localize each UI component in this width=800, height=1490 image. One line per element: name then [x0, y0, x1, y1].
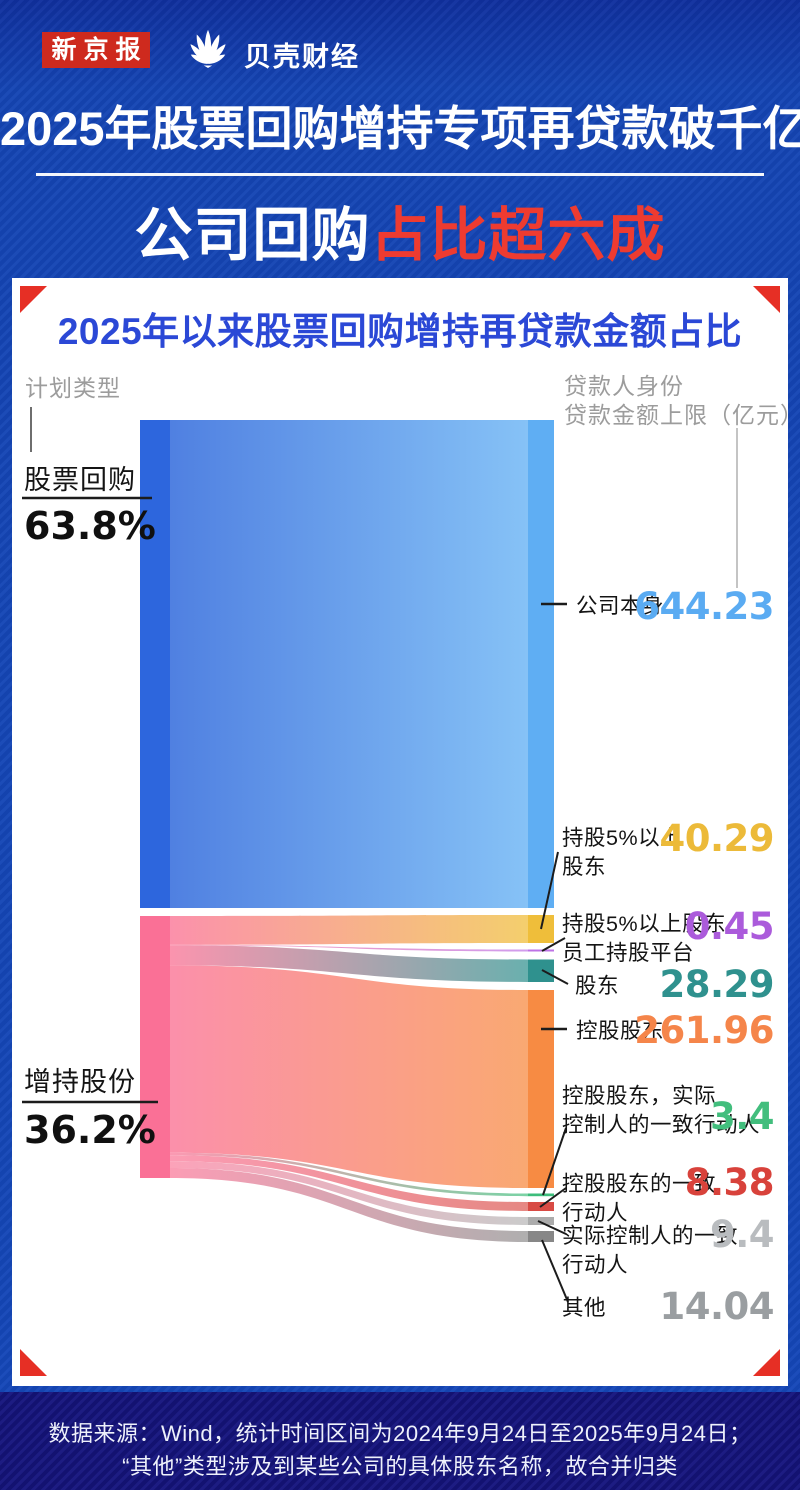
- poster-title: 2025年股票回购增持专项再贷款破千亿: [0, 102, 800, 155]
- chart-title: 2025年以来股票回购增持再贷款金额占比: [57, 311, 743, 352]
- subtitle-white-part: 公司回购: [134, 203, 371, 268]
- target-label-esop-platform: 持股5%以上股东 员工持股平台: [562, 910, 726, 968]
- right-axis-header-line2: 贷款金额上限（亿元）: [564, 402, 800, 428]
- title-divider: [36, 173, 764, 176]
- target-label-concerted-of-actual: 实际控制人的一致 行动人: [562, 1222, 738, 1280]
- value-concerted-controller: 3.4: [709, 1095, 775, 1138]
- corner-triangle-top-right: [753, 286, 780, 313]
- label-line: 控股股东，实际: [562, 1084, 717, 1108]
- left-node-label-increase: 增持股份: [24, 1067, 136, 1097]
- value-controlling-shareholder: 261.96: [634, 1009, 774, 1052]
- label-line: 控制人的一致行动人: [562, 1113, 761, 1137]
- left-node-percent-increase: 36.2%: [24, 1108, 156, 1152]
- value-other: 14.04: [659, 1285, 774, 1328]
- corner-triangle-top-left: [20, 286, 47, 313]
- corner-triangle-bottom-right: [753, 1349, 780, 1376]
- corner-triangle-bottom-left: [20, 1349, 47, 1376]
- subtitle-red-part: 占比超六成: [370, 203, 666, 268]
- data-source-line2: “其他”类型涉及到某些公司的具体股东名称，故合并归类: [122, 1454, 678, 1479]
- target-label-concerted-controller: 控股股东，实际 控制人的一致行动人: [562, 1082, 760, 1140]
- target-label-controlling-shareholder: 控股股东: [576, 1019, 665, 1043]
- beike-finance-logo: 贝壳财经: [244, 42, 360, 72]
- target-label-shareholder: 股东: [575, 974, 620, 998]
- value-concerted-of-actual: 9.4: [709, 1213, 775, 1256]
- label-line: 股东: [562, 855, 607, 879]
- label-line: 持股5%以上股东: [562, 912, 727, 936]
- label-line: 行动人: [562, 1201, 629, 1225]
- left-axis-header: 计划类型: [25, 375, 121, 401]
- beike-shell-icon: [190, 29, 226, 68]
- value-5pct-shareholder: 40.29: [659, 817, 774, 860]
- value-concerted-of-controlling: 8.38: [684, 1161, 775, 1204]
- poster-subtitle: 公司回购占比超六成: [0, 188, 800, 272]
- xinjingbao-logo: 新京报: [42, 32, 150, 68]
- value-esop-platform: 0.45: [684, 905, 775, 948]
- target-label-concerted-of-controlling: 控股股东的一致 行动人: [562, 1170, 716, 1228]
- value-company: 644.23: [634, 585, 774, 628]
- left-node-label-buyback: 股票回购: [24, 465, 136, 495]
- label-line: 员工持股平台: [562, 941, 695, 965]
- target-label-5pct-shareholder: 持股5%以上 股东: [562, 824, 682, 882]
- footer-background: [0, 1392, 800, 1490]
- label-line: 实际控制人的一致: [562, 1224, 739, 1248]
- label-line: 持股5%以上: [562, 826, 683, 850]
- target-label-other: 其他: [562, 1296, 607, 1320]
- right-axis-header-line1: 贷款人身份: [564, 373, 684, 399]
- label-line: 行动人: [562, 1253, 629, 1277]
- value-shareholder: 28.29: [659, 963, 774, 1006]
- label-line: 控股股东的一致: [562, 1172, 717, 1196]
- left-node-percent-buyback: 63.8%: [24, 504, 156, 548]
- target-label-company: 公司本身: [576, 594, 665, 618]
- data-source-line1: 数据来源：Wind，统计时间区间为2024年9月24日至2025年9月24日；: [48, 1421, 752, 1446]
